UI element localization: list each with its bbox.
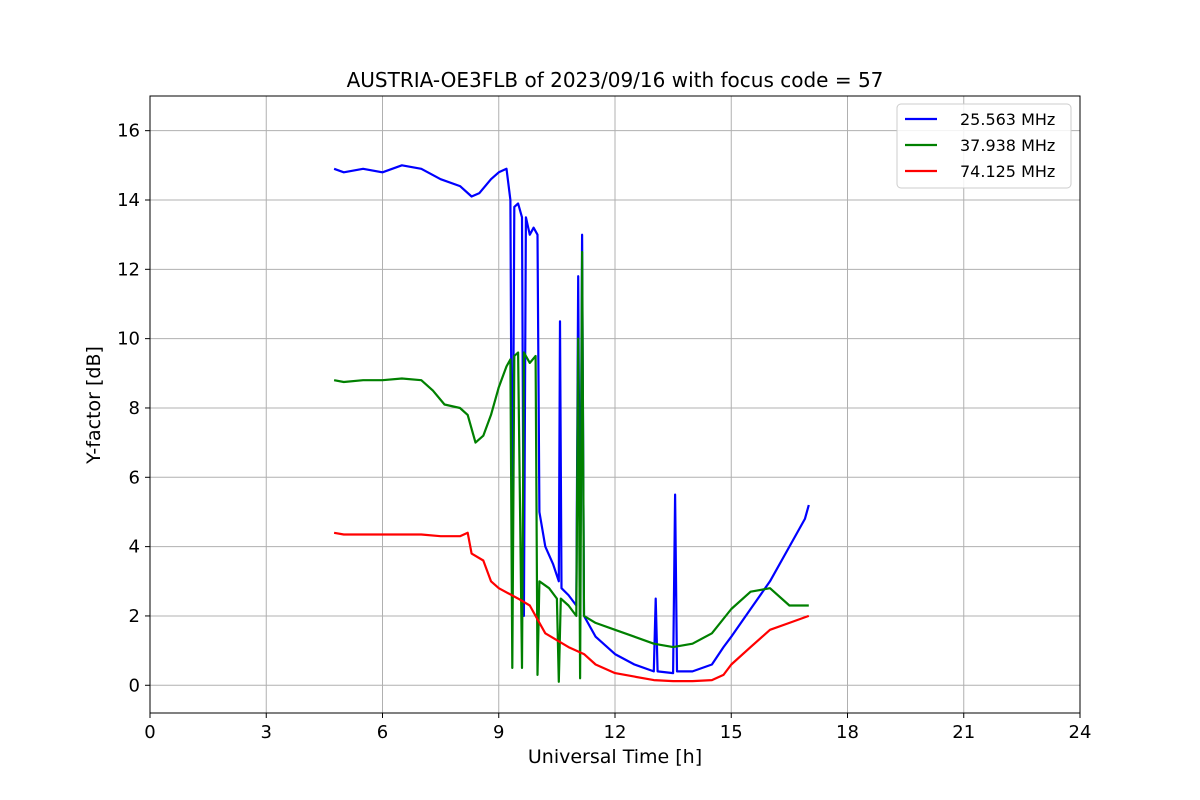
x-tick-label: 21 bbox=[952, 722, 975, 743]
y-tick-label: 8 bbox=[129, 398, 140, 419]
x-ticks: 0 3 6 9 12 15 18 21 24 bbox=[144, 713, 1091, 743]
y-tick-label: 2 bbox=[129, 606, 140, 627]
x-axis-label: Universal Time [h] bbox=[528, 746, 702, 768]
series-layer bbox=[333, 164, 810, 683]
x-tick-label: 3 bbox=[261, 722, 272, 743]
y-tick-label: 14 bbox=[117, 190, 140, 211]
series-line-74-125-MHz bbox=[333, 531, 810, 683]
x-tick-label: 0 bbox=[144, 722, 155, 743]
x-tick-label: 6 bbox=[377, 722, 388, 743]
legend-label: 37.938 MHz bbox=[960, 136, 1055, 155]
x-tick-label: 18 bbox=[836, 722, 859, 743]
x-tick-label: 24 bbox=[1069, 722, 1092, 743]
y-tick-label: 16 bbox=[117, 121, 140, 142]
grid bbox=[149, 96, 1081, 713]
chart-title: AUSTRIA-OE3FLB of 2023/09/16 with focus … bbox=[347, 68, 884, 92]
x-tick-label: 12 bbox=[604, 722, 627, 743]
legend-label: 74.125 MHz bbox=[960, 162, 1055, 181]
legend-label: 25.563 MHz bbox=[960, 110, 1055, 129]
x-tick-label: 9 bbox=[493, 722, 504, 743]
series-line-37-938-MHz bbox=[333, 250, 809, 683]
y-tick-label: 4 bbox=[129, 537, 140, 558]
legend: 25.563 MHz 37.938 MHz 74.125 MHz bbox=[896, 103, 1072, 189]
legend-box bbox=[896, 103, 1072, 189]
y-tick-label: 10 bbox=[117, 329, 140, 350]
series-line-25-563-MHz bbox=[333, 164, 810, 675]
y-ticks: 0 2 4 6 8 10 12 14 16 bbox=[117, 121, 150, 696]
y-axis-label: Y-factor [dB] bbox=[83, 346, 105, 465]
y-tick-label: 6 bbox=[129, 467, 140, 488]
y-tick-label: 0 bbox=[129, 675, 140, 696]
y-tick-label: 12 bbox=[117, 259, 140, 280]
x-tick-label: 15 bbox=[720, 722, 743, 743]
